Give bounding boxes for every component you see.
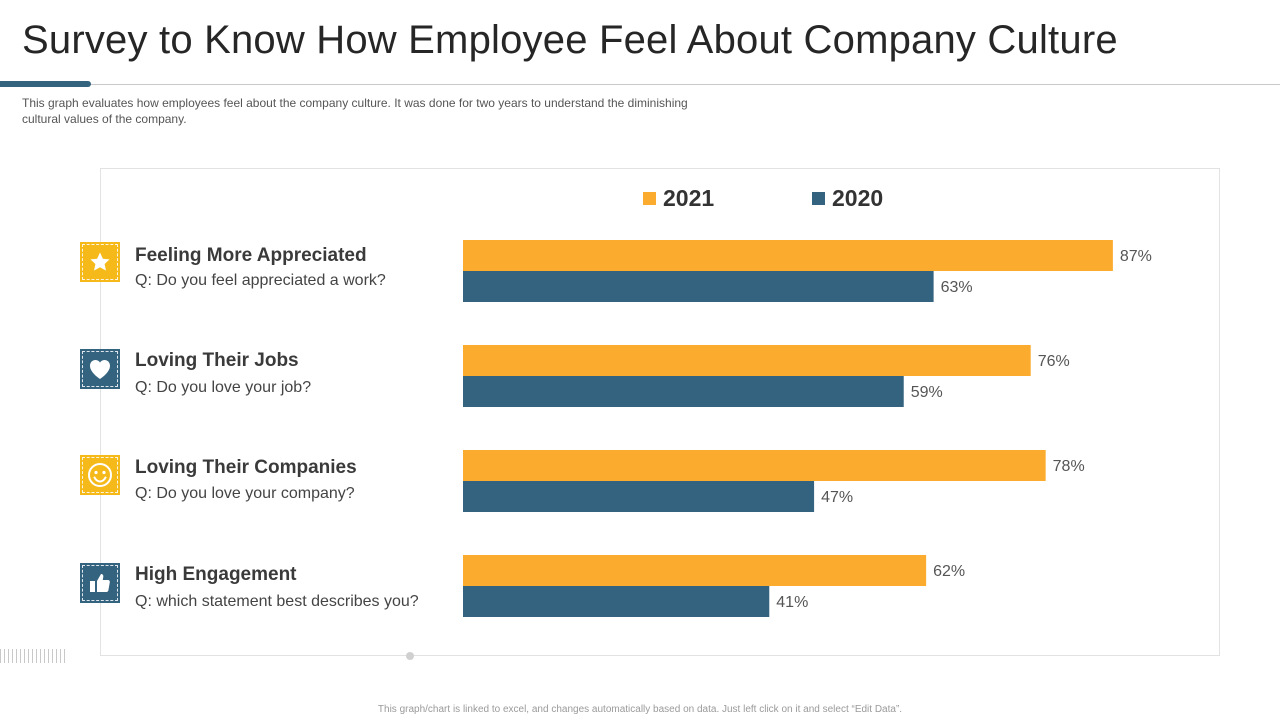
legend-label-2020: 2020 bbox=[832, 185, 884, 211]
item-title: Loving Their Companies bbox=[135, 457, 357, 478]
footer-note: This graph/chart is linked to excel, and… bbox=[377, 704, 903, 715]
legend-swatch-2020 bbox=[812, 192, 825, 205]
item-title: Feeling More Appreciated bbox=[135, 245, 367, 266]
item-question: Q: Do you love your job? bbox=[135, 379, 312, 396]
item-question: Q: Do you feel appreciated a work? bbox=[135, 272, 386, 289]
legend-item-2020: 2020 bbox=[812, 185, 883, 212]
item-question: Q: Do you love your company? bbox=[135, 485, 355, 502]
thumbs-up-icon bbox=[80, 563, 120, 603]
decorative-ticks bbox=[0, 649, 66, 663]
title-accent-bar bbox=[0, 81, 91, 87]
title-divider bbox=[0, 84, 1280, 85]
page-title: Survey to Know How Employee Feel About C… bbox=[22, 18, 1118, 62]
page-subtitle: This graph evaluates how employees feel … bbox=[22, 96, 688, 126]
legend-swatch-2021 bbox=[643, 192, 656, 205]
star-icon bbox=[80, 242, 120, 282]
heart-icon bbox=[80, 349, 120, 389]
item-question: Q: which statement best describes you? bbox=[135, 593, 419, 610]
smiley-icon bbox=[80, 455, 120, 495]
decorative-dot bbox=[406, 652, 414, 660]
legend-label-2021: 2021 bbox=[663, 185, 715, 211]
chart-frame[interactable] bbox=[100, 168, 1220, 656]
legend-item-2021: 2021 bbox=[643, 185, 714, 212]
item-title: Loving Their Jobs bbox=[135, 350, 299, 371]
item-title: High Engagement bbox=[135, 564, 297, 585]
